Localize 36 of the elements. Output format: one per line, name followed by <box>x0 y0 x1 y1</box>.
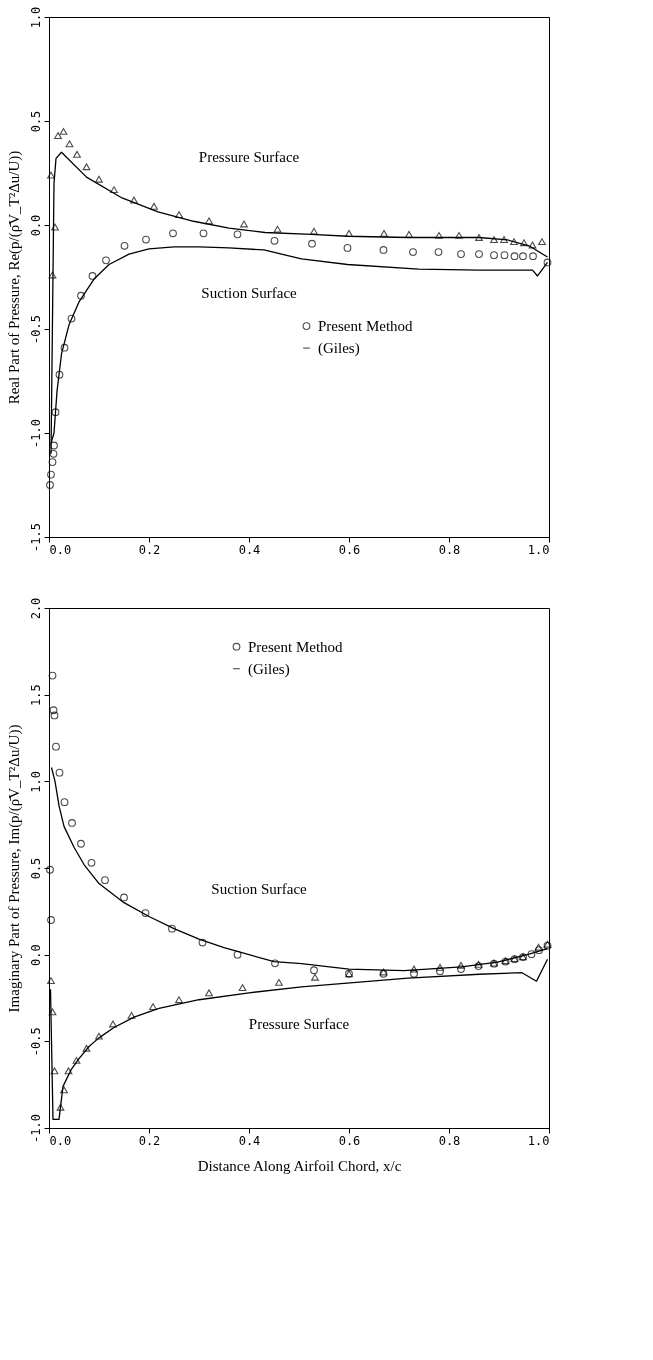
y-axis-title: Imaginary Part of Pressure, Im(p/(ρ̄V_T²Δu/U)) <box>5 724 23 1013</box>
annotation: Suction Surface <box>201 284 298 301</box>
y-tick-label: 1.0 <box>28 6 43 29</box>
y-tick-label: -1.5 <box>28 523 43 552</box>
annotation: Pressure Surface <box>248 1016 350 1032</box>
y-tick-label: 2.0 <box>28 597 43 620</box>
x-tick-label: 0.0 <box>49 542 72 557</box>
y-tick-label: -0.5 <box>28 1027 43 1057</box>
x-tick-label: 1.0 <box>527 542 550 557</box>
x-tick-label: 0.6 <box>338 542 361 557</box>
y-tick-label: 0.0 <box>28 944 43 967</box>
x-axis-title: Distance Along Airfoil Chord, x/c <box>197 1157 402 1174</box>
y-tick-label: 0.5 <box>28 857 43 880</box>
x-tick-label: 0.4 <box>238 542 261 557</box>
x-tick-label: 0.6 <box>338 1133 361 1148</box>
y-axis-title: Real Part of Pressure, Re(p/(ρ̄V_T²Δu/U)) <box>5 150 23 405</box>
legend-label: Present Method <box>248 638 344 655</box>
x-tick-label: 0.2 <box>138 542 161 557</box>
x-tick-label: 0.2 <box>138 1133 161 1148</box>
legend-label: (Giles) <box>318 340 360 358</box>
annotation: Suction Surface <box>211 880 308 897</box>
y-tick-label: -0.5 <box>28 315 43 344</box>
legend-label: (Giles) <box>248 660 290 678</box>
y-tick-label: 0.0 <box>28 214 43 237</box>
x-tick-label: 0.8 <box>438 1133 461 1148</box>
legend-label: Present Method <box>318 318 414 335</box>
annotation: Pressure Surface <box>198 149 300 166</box>
x-tick-label: 0.0 <box>49 1133 72 1148</box>
y-tick-label: -1.0 <box>28 1114 43 1143</box>
x-tick-label: 0.4 <box>238 1133 261 1148</box>
x-tick-label: 1.0 <box>527 1133 550 1148</box>
y-tick-label: -1.0 <box>28 419 43 448</box>
y-tick-label: 1.0 <box>28 770 43 793</box>
y-tick-label: 1.5 <box>28 684 43 707</box>
y-tick-label: 0.5 <box>28 110 43 133</box>
x-tick-label: 0.8 <box>438 542 461 557</box>
